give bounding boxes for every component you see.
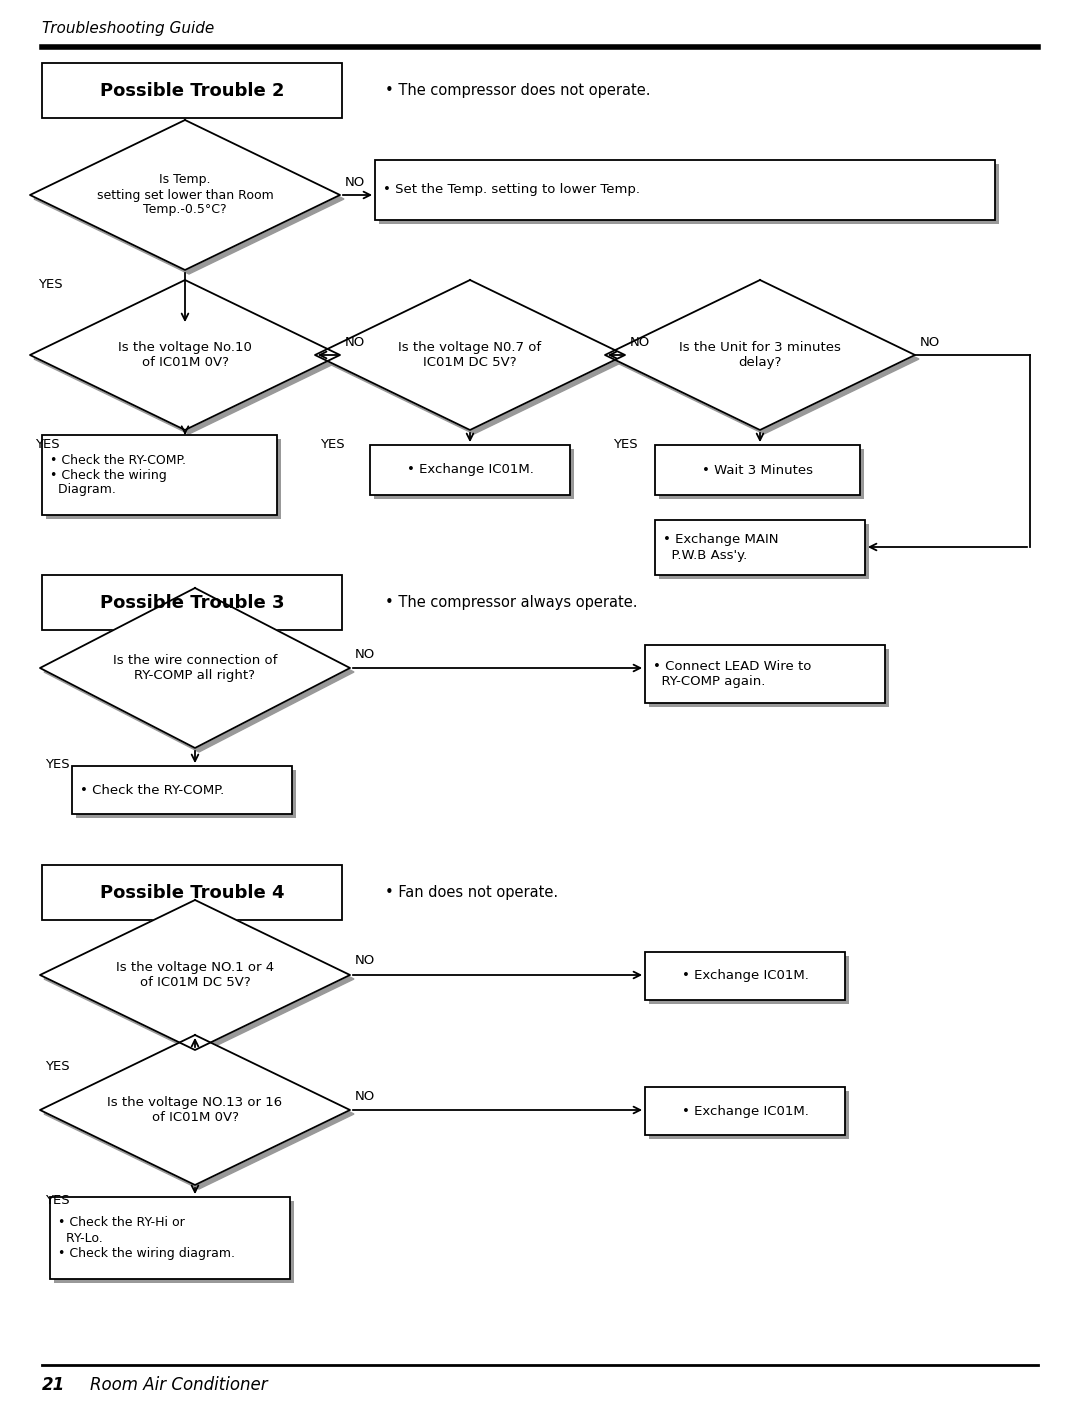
Text: Is Temp.
setting set lower than Room
Temp.-0.5°C?: Is Temp. setting set lower than Room Tem… — [96, 173, 273, 216]
Bar — [76, 770, 296, 818]
Polygon shape — [33, 124, 345, 274]
Text: NO: NO — [630, 337, 650, 350]
Text: NO: NO — [355, 648, 375, 660]
Text: • Exchange IC01M.: • Exchange IC01M. — [681, 969, 809, 982]
Text: YES: YES — [613, 438, 637, 451]
Bar — [46, 438, 281, 518]
Text: Possible Trouble 2: Possible Trouble 2 — [99, 81, 284, 100]
Polygon shape — [40, 589, 350, 747]
Text: • Exchange IC01M.: • Exchange IC01M. — [681, 1104, 809, 1117]
Text: YES: YES — [38, 278, 63, 291]
Polygon shape — [30, 119, 340, 270]
Bar — [54, 1201, 294, 1283]
Polygon shape — [30, 280, 340, 430]
Bar — [374, 450, 573, 499]
Bar — [72, 766, 292, 813]
Polygon shape — [44, 592, 354, 752]
Bar — [50, 1197, 291, 1279]
Bar — [42, 865, 342, 920]
Text: NO: NO — [355, 1089, 375, 1103]
Text: Possible Trouble 4: Possible Trouble 4 — [99, 884, 284, 902]
Text: Troubleshooting Guide: Troubleshooting Guide — [42, 21, 214, 35]
Text: 21: 21 — [42, 1375, 65, 1394]
Text: YES: YES — [45, 1059, 69, 1072]
Text: YES: YES — [45, 757, 69, 770]
Text: Is the Unit for 3 minutes
delay?: Is the Unit for 3 minutes delay? — [679, 341, 841, 370]
Bar — [42, 63, 342, 118]
Text: Is the voltage N0.7 of
IC01M DC 5V?: Is the voltage N0.7 of IC01M DC 5V? — [399, 341, 541, 370]
Bar — [42, 575, 342, 629]
Text: • Set the Temp. setting to lower Temp.: • Set the Temp. setting to lower Temp. — [383, 184, 640, 197]
Bar — [654, 445, 860, 495]
Text: Is the voltage NO.1 or 4
of IC01M DC 5V?: Is the voltage NO.1 or 4 of IC01M DC 5V? — [116, 961, 274, 989]
Bar — [370, 445, 570, 495]
Text: • Connect LEAD Wire to
  RY-COMP again.: • Connect LEAD Wire to RY-COMP again. — [653, 660, 811, 688]
Bar — [649, 1092, 849, 1139]
Polygon shape — [319, 284, 629, 434]
Bar — [649, 649, 889, 707]
Text: • Fan does not operate.: • Fan does not operate. — [384, 885, 558, 899]
Text: • The compressor does not operate.: • The compressor does not operate. — [384, 83, 650, 97]
Bar — [649, 955, 849, 1005]
Text: NO: NO — [355, 954, 375, 968]
Text: YES: YES — [320, 438, 345, 451]
Text: Is the voltage No.10
of IC01M 0V?: Is the voltage No.10 of IC01M 0V? — [118, 341, 252, 370]
Text: • Exchange IC01M.: • Exchange IC01M. — [406, 464, 534, 476]
Polygon shape — [44, 1040, 354, 1189]
Text: NO: NO — [345, 337, 365, 350]
Bar — [645, 645, 885, 702]
Polygon shape — [33, 284, 345, 434]
Polygon shape — [609, 284, 919, 434]
Bar — [659, 450, 864, 499]
Text: Is the wire connection of
RY-COMP all right?: Is the wire connection of RY-COMP all ri… — [112, 653, 278, 681]
Text: • Check the RY-COMP.
• Check the wiring
  Diagram.: • Check the RY-COMP. • Check the wiring … — [50, 454, 186, 496]
Text: • Check the RY-Hi or
  RY-Lo.
• Check the wiring diagram.: • Check the RY-Hi or RY-Lo. • Check the … — [58, 1217, 235, 1259]
Bar — [659, 524, 869, 579]
Text: YES: YES — [35, 438, 59, 451]
Bar — [645, 953, 845, 1000]
Polygon shape — [44, 903, 354, 1054]
Text: • Exchange MAIN
  P.W.B Ass'y.: • Exchange MAIN P.W.B Ass'y. — [663, 534, 779, 562]
Bar — [379, 164, 999, 223]
Text: Possible Trouble 3: Possible Trouble 3 — [99, 593, 284, 611]
Bar — [645, 1087, 845, 1135]
Polygon shape — [605, 280, 915, 430]
Text: Room Air Conditioner: Room Air Conditioner — [90, 1375, 268, 1394]
Bar — [42, 436, 276, 516]
Bar — [654, 520, 865, 575]
Text: • Wait 3 Minutes: • Wait 3 Minutes — [702, 464, 813, 476]
Text: • The compressor always operate.: • The compressor always operate. — [384, 594, 637, 610]
Text: • Check the RY-COMP.: • Check the RY-COMP. — [80, 784, 225, 797]
Bar — [375, 160, 995, 221]
Text: YES: YES — [45, 1194, 69, 1207]
Polygon shape — [40, 1035, 350, 1184]
Text: Is the voltage NO.13 or 16
of IC01M 0V?: Is the voltage NO.13 or 16 of IC01M 0V? — [107, 1096, 283, 1124]
Text: NO: NO — [345, 177, 365, 190]
Text: NO: NO — [920, 337, 941, 350]
Polygon shape — [40, 901, 350, 1050]
Polygon shape — [315, 280, 625, 430]
